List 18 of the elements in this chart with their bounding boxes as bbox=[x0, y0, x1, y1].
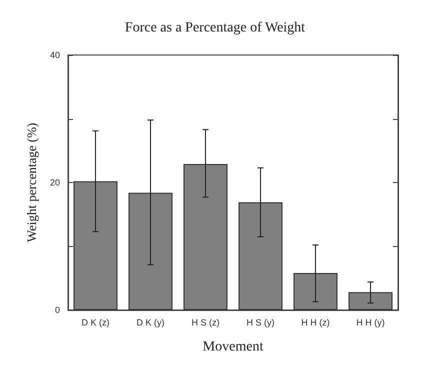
y-tick-label: 0 bbox=[54, 305, 60, 315]
chart-title: Force as a Percentage of Weight bbox=[124, 20, 306, 36]
bar bbox=[348, 292, 392, 310]
y-tick-label: 20 bbox=[50, 178, 60, 188]
bar bbox=[294, 273, 338, 310]
y-axis-title: Weight percentage (%) bbox=[24, 122, 39, 242]
x-tick-label: H H (z) bbox=[301, 318, 330, 328]
x-tick-label: H S (y) bbox=[246, 318, 274, 328]
x-tick-label: D K (z) bbox=[82, 318, 110, 328]
x-tick-label: H H (y) bbox=[356, 318, 385, 328]
bar bbox=[74, 181, 118, 310]
y-tick-label: 40 bbox=[50, 50, 60, 60]
bar bbox=[184, 164, 228, 310]
x-tick-label: H S (z) bbox=[192, 318, 220, 328]
bar bbox=[238, 202, 282, 310]
x-tick-label: D K (y) bbox=[136, 318, 164, 328]
bar bbox=[128, 192, 172, 310]
x-axis-title: Movement bbox=[202, 340, 264, 354]
